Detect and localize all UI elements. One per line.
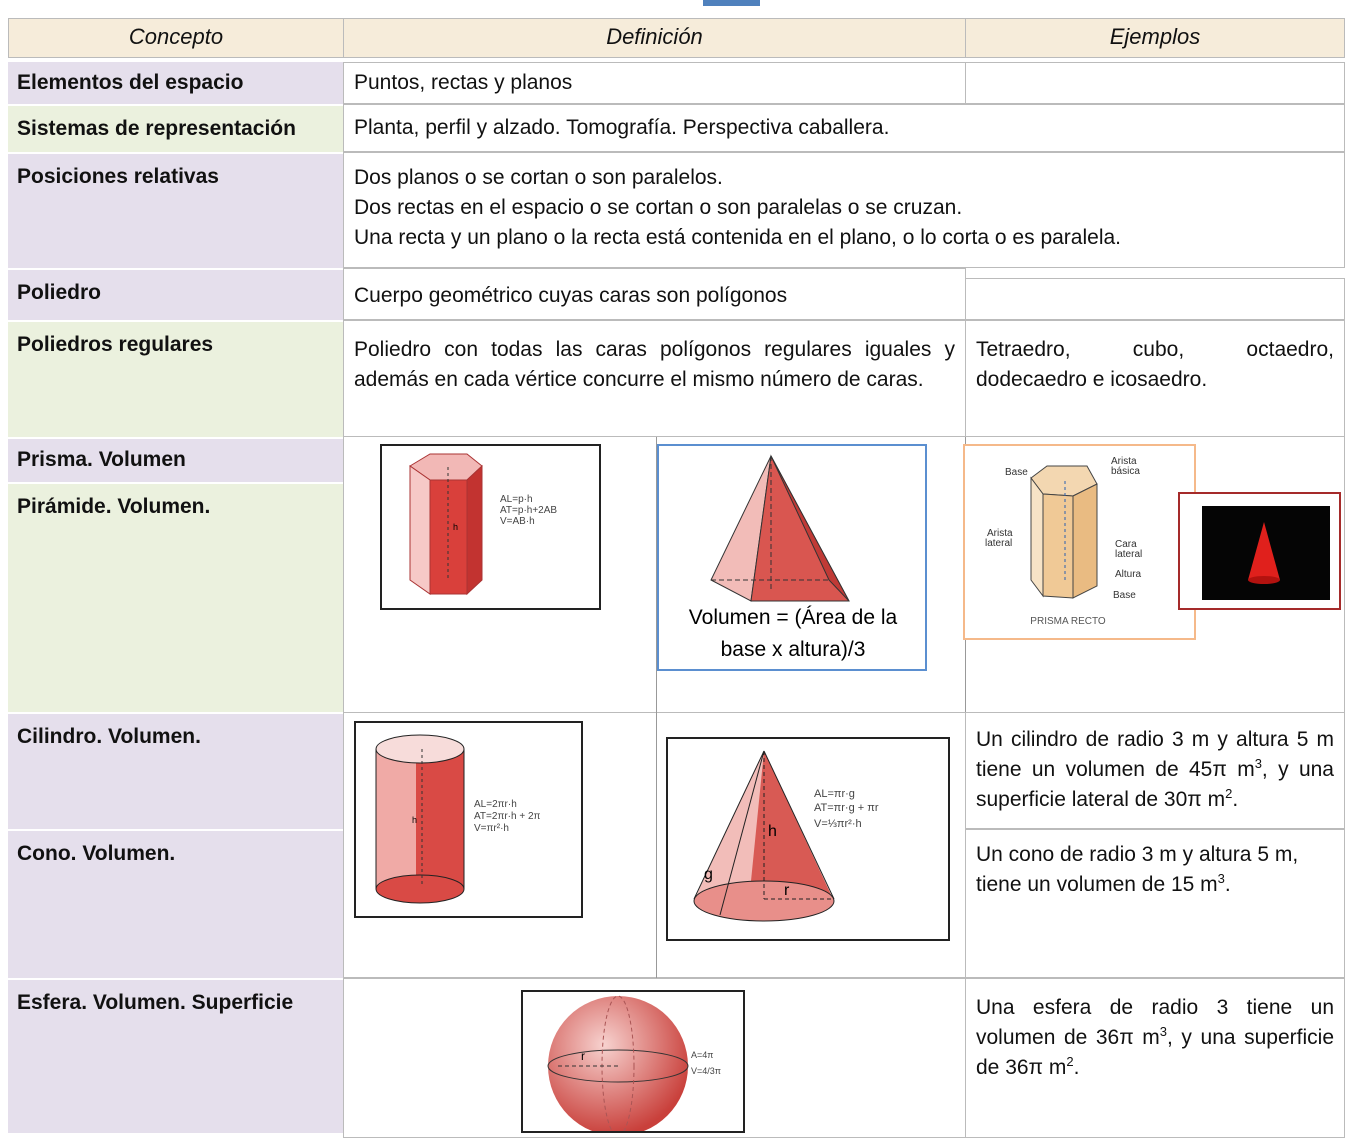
label: lateral [1115, 549, 1142, 560]
sup: 2 [1066, 1054, 1074, 1069]
shape [1248, 576, 1280, 584]
text: . [1073, 1056, 1080, 1079]
formula: V=4/3π [691, 1066, 721, 1076]
text: Un cilindro de radio 3 m y altura 5 m ti… [976, 728, 1334, 781]
header-cell: Ejemplos [965, 18, 1345, 58]
shape [694, 751, 764, 911]
line: Dos rectas en el espacio o se cortan o s… [354, 196, 963, 219]
examples [965, 62, 1345, 104]
shape [375, 734, 465, 764]
text: Una esfera de radio 3 tiene un volumen d… [976, 996, 1334, 1049]
shape [376, 749, 416, 889]
concept: Cono. Volumen. [8, 831, 343, 978]
examples: Un cilindro de radio 3 m y altura 5 m ti… [965, 712, 1345, 829]
equator [547, 1049, 689, 1083]
shape [770, 455, 850, 602]
label: r [784, 882, 790, 899]
shape [1042, 493, 1074, 599]
sup: 3 [1159, 1024, 1168, 1039]
formula: V=πr²·h [474, 823, 509, 834]
formula: V=⅓πr²·h [814, 818, 862, 830]
top-bar [703, 0, 760, 6]
examples: Un cono de radio 3 m y altura 5 m, tiene… [965, 829, 1345, 978]
caption: Volumen = (Área de la [689, 606, 898, 629]
definition: Poliedro con todas las caras polígonos r… [343, 320, 966, 437]
sup: 3 [1217, 871, 1225, 886]
concept: Poliedro [8, 270, 343, 320]
formula: A=4π [691, 1050, 713, 1060]
edge [693, 750, 765, 900]
label: Base [1005, 467, 1028, 478]
formula: AL=πr·g [814, 788, 855, 800]
definition: Puntos, rectas y planos [343, 62, 966, 104]
concept: Esfera. Volumen. Superficie [8, 980, 343, 1133]
label: g [704, 866, 713, 883]
label: Arista [987, 528, 1013, 539]
caption: base x altura)/3 [721, 638, 866, 661]
sup: 3 [1254, 756, 1262, 771]
text: , y una superficie de 36π m [976, 1026, 1334, 1079]
definition: Planta, perfil y alzado. Tomografía. Per… [343, 104, 1345, 152]
label: Base [1113, 590, 1136, 601]
line: Dos planos o se cortan o son paralelos. [354, 166, 723, 189]
definition: Dos planos o se cortan o son paralelos. … [343, 152, 1345, 268]
formula: AL=p·h [500, 494, 533, 505]
text: . [1224, 873, 1231, 896]
definition: Cuerpo geométrico cuyas caras son polígo… [343, 268, 966, 320]
pyramid-figure: Volumen = (Área de la base x altura)/3 [657, 444, 927, 671]
concept: Sistemas de representación [8, 106, 343, 152]
examples [965, 278, 1345, 320]
text: . [1232, 788, 1239, 811]
header-cell: Concepto [8, 18, 344, 58]
concept: Cilindro. Volumen. [8, 714, 343, 829]
concept: Pirámide. Volumen. [8, 484, 343, 712]
examples: Tetraedro, cubo, octaedro, dodecaedro e … [965, 320, 1345, 437]
edge [763, 750, 835, 900]
concept: Posiciones relativas [8, 154, 343, 268]
shape [375, 874, 465, 904]
formula: V=AB·h [500, 516, 535, 527]
shape [1072, 483, 1098, 599]
sup: 2 [1225, 786, 1233, 801]
cylinder-figure: h AL=2πr·h AT=2πr·h + 2π V=πr²·h [354, 721, 583, 918]
shape [1248, 522, 1280, 580]
prism-diagram: Base Arista básica Arista lateral Cara l… [963, 444, 1196, 640]
formula: AT=2πr·h + 2π [474, 811, 541, 822]
label: h [768, 823, 777, 840]
examples: Una esfera de radio 3 tiene un volumen d… [965, 978, 1345, 1138]
label: r [581, 1049, 585, 1063]
label: Cara [1115, 539, 1137, 550]
concept: Prisma. Volumen [8, 439, 343, 482]
label: básica [1111, 466, 1140, 477]
cone-photo [1178, 492, 1341, 610]
label: h [412, 815, 417, 825]
text: , y una superficie lateral de 30π m [976, 758, 1334, 811]
concept: Elementos del espacio [8, 62, 343, 104]
label: PRISMA RECTO [1030, 616, 1106, 627]
prism-figure: h AL=p·h AT=p·h+2AB V=AB·h [380, 444, 601, 610]
concept: Poliedros regulares [8, 322, 343, 437]
shape [466, 464, 483, 596]
header-cell: Definición [343, 18, 966, 58]
formula: AL=2πr·h [474, 799, 517, 810]
label: h [453, 522, 458, 532]
line: Una recta y un plano o la recta está con… [354, 226, 1121, 249]
shape [548, 996, 688, 1131]
shape [1030, 476, 1044, 598]
cone-figure: h g r AL=πr·g AT=πr·g + πr V=⅓πr²·h [666, 737, 950, 941]
formula: AT=πr·g + πr [814, 802, 879, 814]
text: Un cono de radio 3 m y altura 5 m, tiene… [976, 843, 1299, 896]
divider [656, 437, 657, 712]
label: Arista [1111, 456, 1137, 467]
slant [719, 750, 765, 916]
label: lateral [985, 538, 1012, 549]
sphere-figure: r A=4π V=4/3π [521, 990, 745, 1133]
shape [409, 465, 431, 595]
formula: AT=p·h+2AB [500, 505, 557, 516]
divider [656, 712, 657, 978]
label: Altura [1115, 569, 1142, 580]
